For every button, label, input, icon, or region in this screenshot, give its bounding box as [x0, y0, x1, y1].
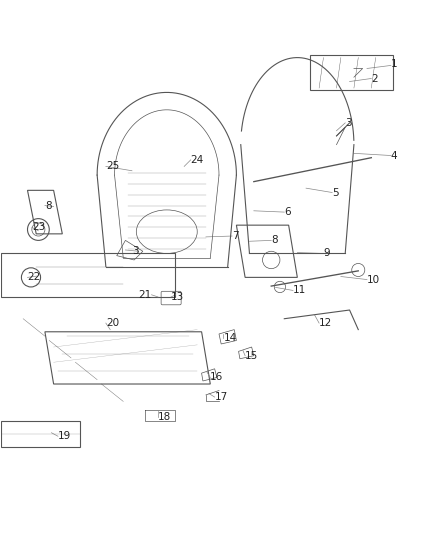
Text: 7: 7	[232, 231, 239, 241]
Text: 13: 13	[171, 292, 184, 302]
Text: 16: 16	[210, 373, 223, 383]
Text: 15: 15	[245, 351, 258, 361]
Text: 6: 6	[284, 207, 291, 217]
Text: 22: 22	[28, 272, 41, 282]
Text: 1: 1	[391, 59, 398, 69]
Text: 14: 14	[223, 333, 237, 343]
Text: 11: 11	[293, 286, 306, 295]
Text: 2: 2	[371, 75, 378, 84]
Text: 5: 5	[332, 188, 339, 198]
Text: 8: 8	[271, 236, 278, 245]
Text: 3: 3	[132, 246, 138, 256]
Text: 18: 18	[158, 411, 171, 422]
Text: 4: 4	[391, 150, 398, 160]
Text: 8: 8	[45, 200, 52, 211]
Text: 12: 12	[319, 318, 332, 328]
Text: 17: 17	[215, 392, 228, 402]
Text: 3: 3	[345, 118, 352, 128]
Text: 19: 19	[58, 431, 71, 441]
Text: 23: 23	[32, 222, 45, 232]
Text: 24: 24	[191, 155, 204, 165]
Text: 20: 20	[106, 318, 119, 328]
Text: 21: 21	[138, 290, 152, 300]
Text: 9: 9	[323, 248, 330, 259]
Text: 10: 10	[367, 274, 380, 285]
Text: 25: 25	[106, 161, 119, 172]
